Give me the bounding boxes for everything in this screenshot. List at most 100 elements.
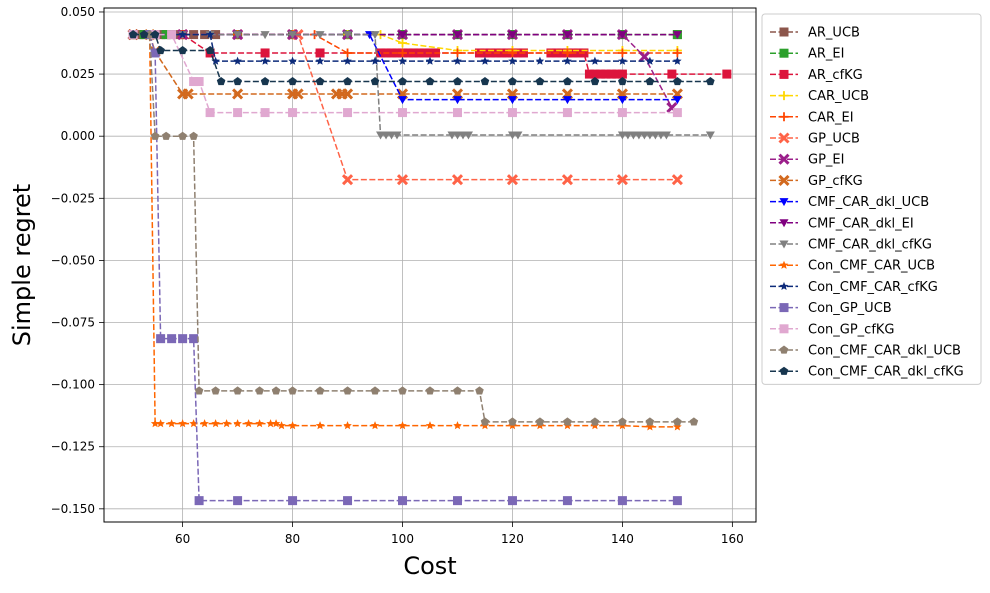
series-Con_CMF_CAR_dkl_UCB [128, 30, 699, 426]
legend-marker [779, 27, 789, 37]
legend-label: AR_EI [808, 47, 844, 62]
legend-box [761, 13, 982, 385]
data-point [612, 69, 622, 79]
data-point [343, 31, 353, 40]
data-point [398, 77, 407, 86]
data-point [315, 77, 325, 86]
data-point [673, 56, 682, 65]
data-point [563, 56, 572, 65]
legend-entry: CMF_CAR_dkl_cfKG [770, 238, 932, 253]
data-point [145, 30, 154, 39]
data-point [562, 48, 572, 58]
y-tick-label: −0.050 [51, 253, 95, 267]
data-point [260, 31, 270, 40]
data-point [139, 30, 149, 39]
data-point [277, 421, 286, 430]
data-point [453, 421, 462, 430]
series-Con_CMF_CAR_UCB [128, 30, 682, 431]
data-point [194, 386, 204, 395]
axis-ticks: 60 80 100 120 140 160 0.050 0.025 0.000 −0.025 −0.… [51, 5, 744, 546]
data-point [507, 96, 517, 105]
data-point [689, 417, 699, 426]
series-line [133, 33, 678, 114]
x-tick-label: 140 [611, 532, 634, 546]
data-point [260, 108, 270, 118]
data-point [546, 48, 556, 58]
data-point [535, 417, 545, 426]
data-point [398, 56, 407, 65]
y-tick-label: −0.025 [51, 191, 95, 205]
data-point [260, 48, 270, 58]
legend-label: Con_CMF_CAR_dkl_UCB [808, 344, 961, 359]
legend-label: CAR_UCB [808, 89, 869, 104]
data-point [292, 88, 304, 100]
series-CMF_CAR_dkl_cfKG [128, 31, 715, 140]
data-point [200, 419, 209, 428]
data-point [453, 386, 462, 395]
data-point [398, 96, 408, 105]
legend-entry: GP_UCB [770, 132, 860, 147]
data-point [705, 131, 715, 140]
data-point [341, 174, 354, 186]
data-point [590, 77, 600, 86]
data-point [452, 108, 462, 118]
data-point [535, 77, 545, 86]
y-tick-label: 0.025 [61, 67, 95, 81]
data-point [672, 48, 682, 58]
data-point [271, 419, 281, 428]
data-point [178, 45, 187, 55]
legend-entry: CAR_EI [770, 110, 854, 125]
legend-entry: GP_cfKG [770, 174, 863, 189]
data-point [370, 386, 380, 395]
series-line [133, 33, 694, 423]
data-point [584, 69, 594, 79]
series-line [133, 33, 678, 62]
legend-marker [779, 48, 789, 58]
data-point [194, 77, 204, 87]
data-point [398, 421, 407, 430]
legend-label: Con_GP_cfKG [808, 322, 895, 337]
data-point [617, 31, 627, 40]
data-point [507, 108, 517, 118]
legend-entry: Con_CMF_CAR_dkl_cfKG [770, 365, 964, 380]
x-axis-label: Cost [403, 552, 456, 580]
data-point [315, 421, 325, 430]
series-Con_CMF_CAR_dkl_cfKG [128, 30, 715, 86]
data-point [661, 131, 671, 140]
data-point [508, 56, 517, 65]
data-point [562, 108, 572, 118]
data-point [425, 386, 435, 395]
y-tick-label: −0.075 [51, 316, 95, 330]
legend-marker [779, 345, 789, 354]
data-point [667, 69, 677, 79]
data-point [343, 48, 353, 58]
legend-label: CAR_EI [808, 110, 854, 125]
data-point [452, 48, 462, 58]
data-point [672, 96, 682, 105]
legend-marker [779, 281, 789, 291]
data-point [617, 48, 627, 58]
x-tick-label: 100 [391, 532, 414, 546]
data-point [222, 419, 231, 428]
data-point [370, 31, 380, 40]
data-point [232, 88, 244, 100]
data-point [398, 31, 408, 40]
data-point [178, 334, 188, 344]
data-point [128, 30, 138, 39]
x-tick-label: 60 [175, 532, 190, 546]
data-point [244, 419, 253, 428]
data-point [508, 417, 517, 426]
data-point [595, 69, 605, 79]
data-point [618, 417, 627, 426]
legend-marker [779, 198, 789, 207]
data-point [562, 31, 572, 40]
data-point [590, 69, 600, 79]
data-point [573, 48, 583, 58]
data-point [150, 48, 160, 58]
data-point [233, 56, 242, 65]
data-point [672, 31, 682, 40]
legend-entry: CAR_UCB [770, 89, 869, 104]
data-point [216, 77, 226, 86]
legend-label: GP_cfKG [808, 174, 863, 189]
y-tick-label: 0.000 [61, 129, 95, 143]
